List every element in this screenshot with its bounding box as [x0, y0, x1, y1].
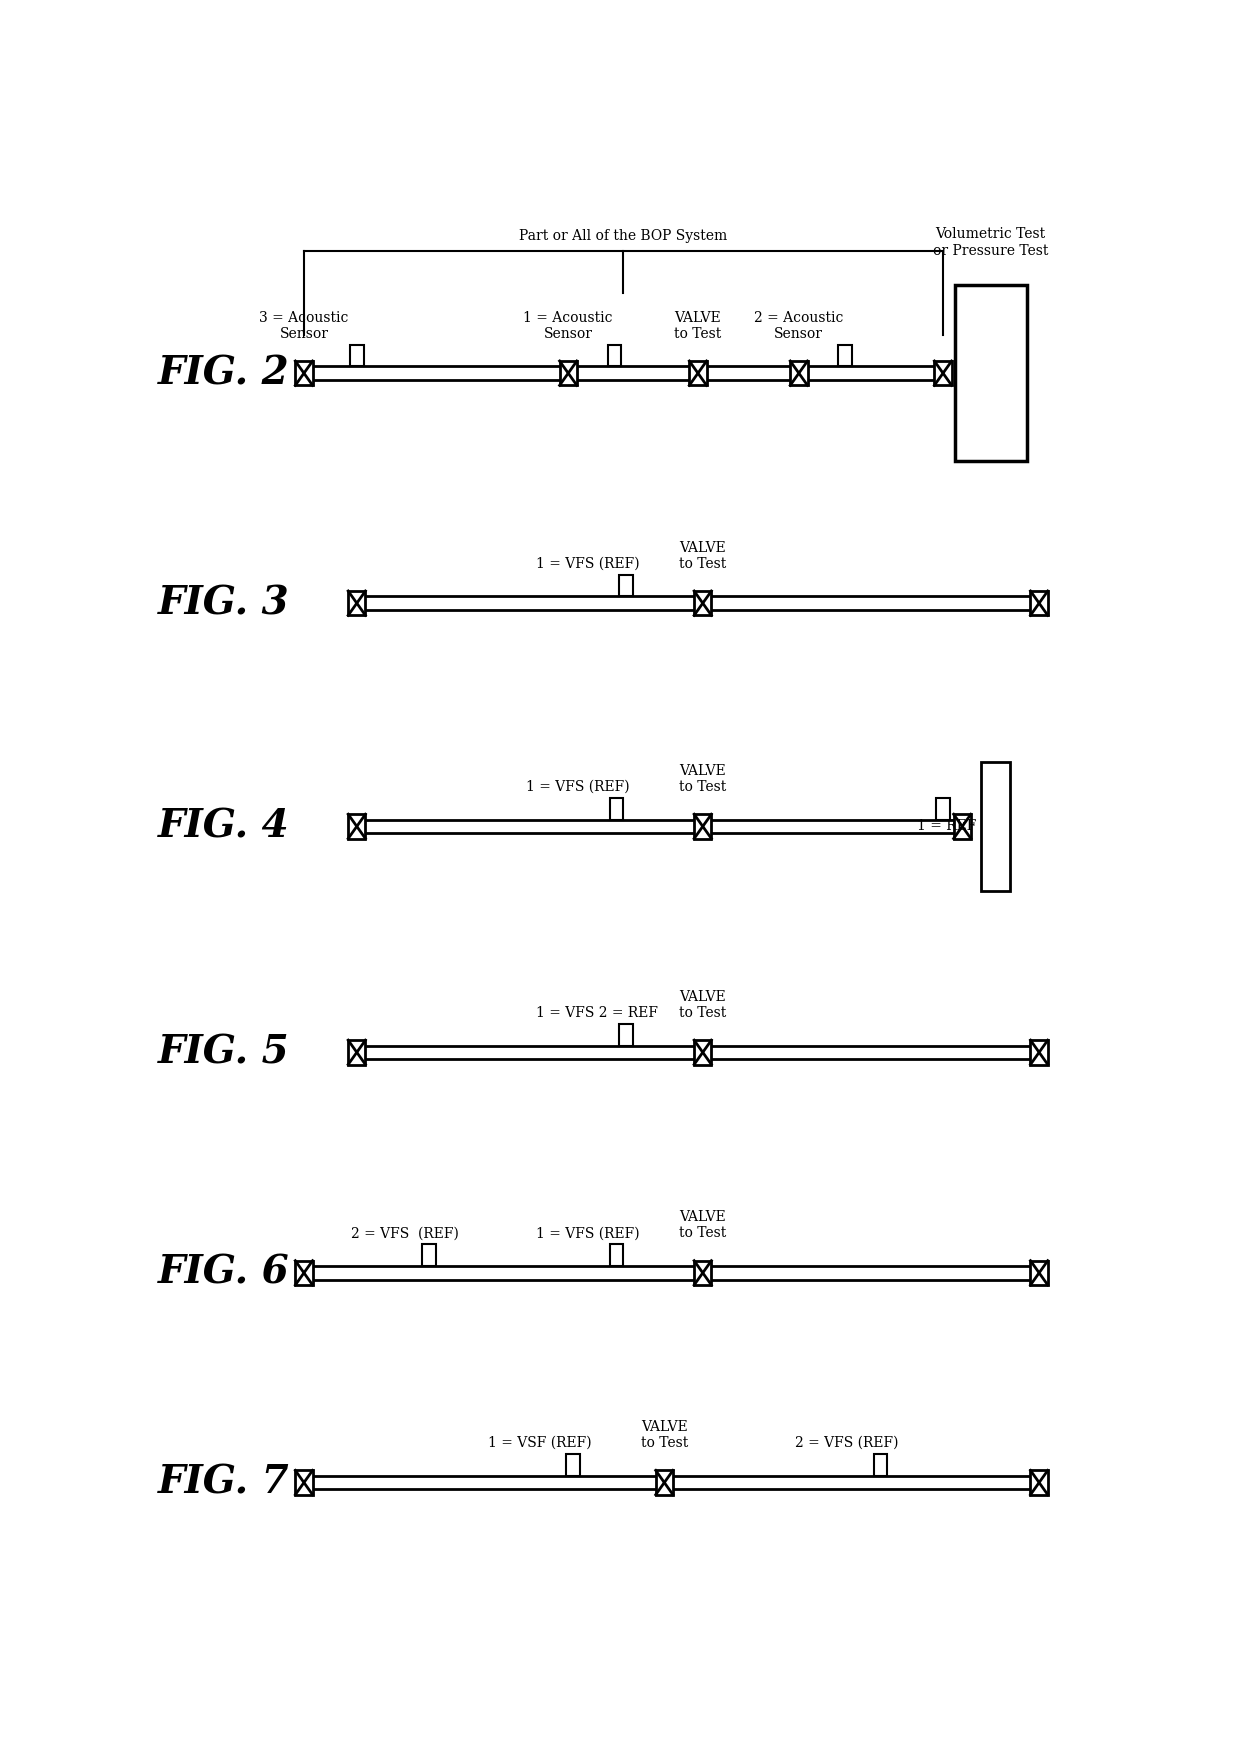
- Polygon shape: [567, 1455, 580, 1476]
- Polygon shape: [559, 360, 577, 385]
- Text: 1 = VFS (REF): 1 = VFS (REF): [536, 1226, 640, 1240]
- Polygon shape: [936, 798, 950, 819]
- Text: 1 = VFS (REF): 1 = VFS (REF): [526, 780, 630, 794]
- Text: 2 = Acoustic
Sensor: 2 = Acoustic Sensor: [754, 311, 843, 341]
- Text: VALVE
to Test: VALVE to Test: [680, 1211, 727, 1240]
- Polygon shape: [1030, 1040, 1048, 1065]
- Polygon shape: [838, 344, 852, 367]
- Polygon shape: [348, 1040, 366, 1065]
- Text: 3 = Acoustic
Sensor: 3 = Acoustic Sensor: [259, 311, 348, 341]
- Polygon shape: [689, 360, 707, 385]
- Polygon shape: [694, 1262, 712, 1284]
- Polygon shape: [1030, 590, 1048, 615]
- Text: VALVE
to Test: VALVE to Test: [680, 989, 727, 1019]
- Polygon shape: [295, 360, 312, 385]
- Text: VALVE
to Test: VALVE to Test: [680, 541, 727, 571]
- Polygon shape: [348, 813, 366, 838]
- Polygon shape: [1030, 1471, 1048, 1495]
- Text: FIG. 3: FIG. 3: [159, 583, 290, 622]
- Text: 1 = VFS (REF): 1 = VFS (REF): [536, 557, 640, 571]
- Text: 1 = VSF (REF): 1 = VSF (REF): [487, 1435, 591, 1450]
- Text: FIG. 2: FIG. 2: [159, 355, 290, 392]
- Polygon shape: [874, 1455, 888, 1476]
- Text: 2 = VFS (REF): 2 = VFS (REF): [795, 1435, 899, 1450]
- Polygon shape: [656, 1471, 673, 1495]
- Text: VALVE
to Test: VALVE to Test: [641, 1420, 688, 1450]
- Bar: [982, 763, 1011, 891]
- Text: FIG. 7: FIG. 7: [159, 1464, 290, 1502]
- Polygon shape: [348, 590, 366, 615]
- Polygon shape: [350, 344, 363, 367]
- Polygon shape: [694, 813, 712, 838]
- Polygon shape: [694, 1040, 712, 1065]
- Polygon shape: [790, 360, 807, 385]
- Text: VALVE
to Test: VALVE to Test: [675, 311, 722, 341]
- Text: VALVE
to Test: VALVE to Test: [680, 764, 727, 794]
- Polygon shape: [608, 344, 621, 367]
- Polygon shape: [610, 798, 622, 819]
- Polygon shape: [619, 575, 632, 596]
- Polygon shape: [422, 1244, 435, 1267]
- Polygon shape: [295, 1471, 312, 1495]
- Text: 1 = REF: 1 = REF: [918, 819, 977, 833]
- Polygon shape: [619, 1024, 632, 1045]
- Text: FIG. 6: FIG. 6: [159, 1254, 290, 1291]
- Text: 2 = VFS  (REF): 2 = VFS (REF): [351, 1226, 459, 1240]
- Bar: [955, 285, 1027, 460]
- Text: Part or All of the BOP System: Part or All of the BOP System: [520, 230, 728, 242]
- Polygon shape: [935, 360, 951, 385]
- Text: FIG. 4: FIG. 4: [159, 808, 290, 845]
- Text: FIG. 5: FIG. 5: [159, 1033, 290, 1072]
- Polygon shape: [694, 590, 712, 615]
- Polygon shape: [954, 813, 971, 838]
- Polygon shape: [295, 1262, 312, 1284]
- Polygon shape: [610, 1244, 622, 1267]
- Text: Volumetric Test
or Pressure Test: Volumetric Test or Pressure Test: [932, 227, 1048, 258]
- Text: 1 = VFS 2 = REF: 1 = VFS 2 = REF: [536, 1005, 658, 1019]
- Text: 1 = Acoustic
Sensor: 1 = Acoustic Sensor: [523, 311, 613, 341]
- Polygon shape: [1030, 1262, 1048, 1284]
